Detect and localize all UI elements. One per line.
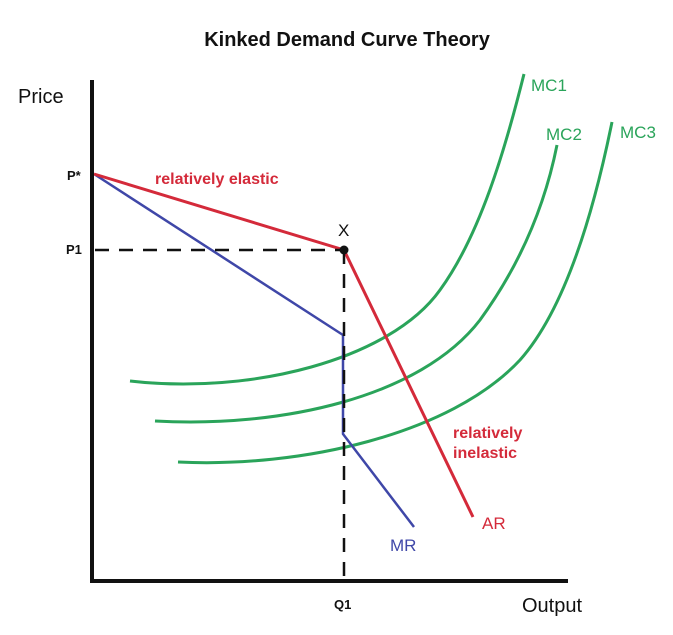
inelastic-region-label-line2: inelastic: [453, 445, 517, 462]
mc2-label: MC2: [546, 125, 582, 144]
p1-label: P1: [66, 242, 82, 257]
mc2-curve: [154, 144, 559, 424]
x-axis-label: Output: [522, 595, 582, 617]
elastic-region-label: relatively elastic: [155, 171, 279, 188]
ar-label: AR: [482, 514, 506, 533]
q1-label: Q1: [334, 597, 351, 612]
y-axis-label: Price: [18, 86, 64, 108]
ar-curve: [93, 172, 475, 518]
kink-point: [339, 245, 349, 255]
kink-label: X: [338, 221, 349, 240]
p-star-label: P*: [67, 168, 82, 183]
mc3-label: MC3: [620, 123, 656, 142]
mc1-label: MC1: [531, 76, 567, 95]
mc3-curve: [177, 121, 614, 465]
mc1-curve: [129, 73, 526, 386]
mc-curves: [129, 73, 614, 465]
inelastic-region-label-line1: relatively: [453, 425, 522, 442]
diagram-title: Kinked Demand Curve Theory: [204, 29, 491, 51]
mr-curve: [93, 172, 415, 528]
mr-label: MR: [390, 536, 416, 555]
